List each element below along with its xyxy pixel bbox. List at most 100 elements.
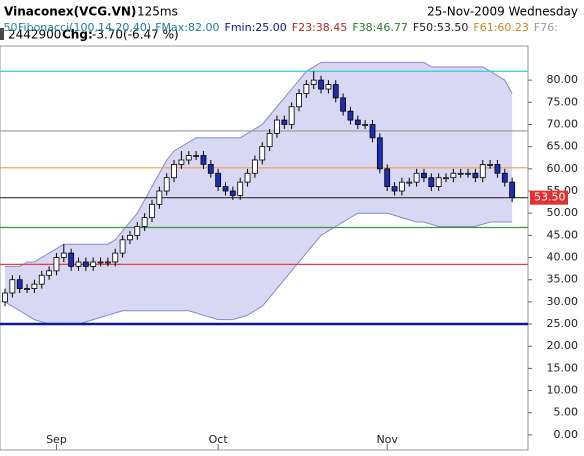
candle-body: [134, 226, 141, 236]
plot-frame: [0, 45, 529, 451]
candle-body: [509, 181, 516, 199]
fib-level-label: FMax:82.00: [155, 21, 219, 34]
candle-body: [398, 181, 405, 192]
candle-body: [2, 292, 8, 303]
y-tick-label: 45.00: [547, 228, 579, 241]
candle-body: [457, 172, 464, 175]
candle-body: [465, 172, 471, 175]
candle-body: [75, 261, 82, 267]
candle-body: [82, 261, 89, 267]
candle-body: [237, 181, 244, 196]
band-upper: [5, 61, 513, 267]
candle-body: [296, 93, 302, 108]
candle-body: [443, 177, 449, 180]
fib-level-label: F50:53.50: [413, 21, 469, 34]
change-label: Chg:: [62, 28, 93, 42]
candle-body: [141, 217, 148, 227]
candle-body: [171, 164, 177, 179]
candle-body: [207, 164, 214, 174]
candle-body: [413, 172, 420, 183]
fib-label: Fibonacci(100,14,20,40): [18, 21, 151, 34]
candle-body: [450, 172, 457, 179]
y-tick-label: 80.00: [547, 73, 579, 86]
y-tick-label: 75.00: [547, 95, 579, 108]
x-tick-label: Nov: [376, 433, 398, 446]
candle-body: [384, 168, 391, 187]
candle-body: [193, 155, 200, 157]
candle-body: [428, 177, 435, 187]
candle-body: [487, 164, 494, 166]
candle-body: [222, 186, 229, 192]
candle-body: [340, 97, 347, 112]
candle-body: [127, 234, 133, 241]
candle-body: [244, 172, 251, 183]
last-price-label: 53.50: [534, 191, 566, 204]
y-tick-label: 40.00: [547, 251, 579, 264]
symbol-title: Vinaconex(VCG.VN): [4, 5, 136, 19]
candle-body: [501, 172, 508, 183]
candle-body: [105, 261, 111, 264]
y-tick-label: 35.00: [547, 273, 579, 286]
candle-body: [369, 124, 376, 139]
y-tick-label: 0.00: [554, 428, 579, 441]
candle-body: [376, 137, 383, 170]
candle-body: [97, 261, 104, 264]
candle-body: [163, 177, 170, 192]
fib-prefix: .50: [0, 21, 18, 34]
y-tick-label: 5.00: [554, 406, 579, 419]
candle-body: [185, 155, 192, 161]
candle-body: [112, 252, 119, 263]
y-tick-label: 25.00: [547, 317, 579, 330]
candle-body: [479, 164, 486, 179]
candle-body: [229, 190, 236, 196]
candle-body: [259, 146, 266, 161]
candle-body: [274, 119, 280, 134]
timing: 125ms: [137, 5, 178, 19]
candle-body: [303, 84, 310, 94]
y-tick-label: 70.00: [547, 117, 579, 130]
x-tick-label: Sep: [46, 433, 67, 446]
y-tick-label: 65.00: [547, 140, 579, 153]
candle-body: [435, 177, 442, 187]
candle-body: [46, 270, 52, 276]
volume: 2442900: [8, 28, 61, 42]
last-price-box: [530, 190, 568, 205]
change: -3.70(-6.47 %): [92, 28, 179, 42]
candle-body: [310, 79, 317, 85]
candle-body: [215, 172, 222, 187]
candle-body: [119, 239, 126, 254]
y-tick-label: 60.00: [547, 162, 579, 175]
candle-body: [406, 181, 413, 184]
candle-body: [16, 279, 23, 289]
candle-body: [421, 172, 427, 179]
candle-body: [347, 110, 354, 121]
y-tick-label: 50.00: [547, 206, 579, 219]
candle-body: [90, 261, 97, 267]
candle-body: [288, 106, 295, 125]
band-fill: [5, 62, 513, 325]
candle-body: [251, 159, 258, 174]
candle-body: [200, 155, 207, 165]
x-tick-label: Oct: [209, 433, 229, 446]
band-lower: [4, 212, 513, 325]
fib-legend: .50 Fibonacci(100,14,20,40) FMax:82.00 Fmin…: [0, 21, 558, 34]
y-tick-label: 30.00: [547, 295, 579, 308]
header-marker: [0, 28, 4, 40]
candle-body: [332, 84, 339, 99]
candle-body: [318, 79, 324, 90]
candle-body: [178, 159, 185, 165]
candle-body: [325, 84, 332, 90]
candle-body: [60, 252, 67, 258]
candle-body: [354, 119, 361, 125]
fib-level-label: F23:38.45: [292, 21, 348, 34]
candle-body: [156, 190, 163, 205]
fib-level-label: F76:: [534, 21, 558, 34]
date: 25-Nov-2009 Wednesday: [427, 5, 578, 19]
candle-body: [24, 288, 30, 290]
candle-body: [281, 119, 288, 125]
y-tick-label: 20.00: [547, 339, 579, 352]
candle-body: [9, 279, 16, 294]
y-tick-label: 10.00: [547, 384, 579, 397]
candle-body: [362, 124, 369, 126]
